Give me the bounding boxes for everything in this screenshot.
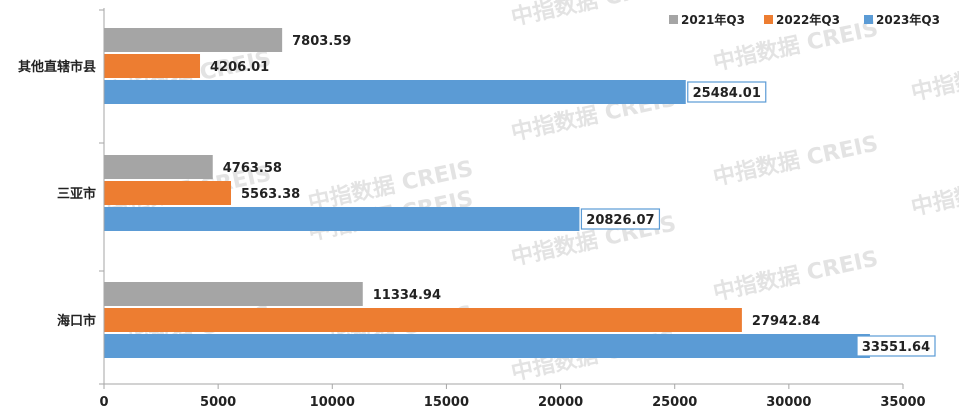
category-label: 海口市 — [57, 313, 96, 329]
data-label-box — [687, 81, 767, 103]
bars — [104, 28, 870, 358]
x-tick-label: 10000 — [310, 395, 355, 410]
legend-swatch — [764, 15, 773, 24]
watermark-text: 中指数据 CREIS — [711, 246, 881, 306]
bar — [104, 54, 201, 78]
legend-label: 2021年Q3 — [681, 12, 745, 27]
data-labels: 7803.59 4206.01 25484.01 其他直辖市县 4763.58 5563.… — [18, 34, 936, 357]
data-label: 20826.07 — [586, 213, 654, 228]
legend-swatch — [669, 15, 678, 24]
data-label: 7803.59 — [292, 34, 351, 49]
data-label: 11334.94 — [373, 288, 441, 303]
axes: 0 5000 10000 15000 20000 25000 30000 35000 — [99, 8, 926, 410]
bar — [104, 181, 232, 205]
x-tick-label: 30000 — [766, 395, 811, 410]
x-tick-label: 25000 — [652, 395, 697, 410]
data-label: 33551.64 — [862, 340, 930, 355]
legend: 2021年Q3 2022年Q3 2023年Q3 — [669, 12, 940, 27]
bar — [104, 155, 213, 179]
data-label-box — [580, 208, 661, 230]
data-label: 27942.84 — [752, 314, 820, 329]
legend-swatch — [864, 15, 873, 24]
legend-label: 2022年Q3 — [776, 12, 840, 27]
x-tick-label: 20000 — [538, 395, 583, 410]
legend-label: 2023年Q3 — [876, 12, 940, 27]
bar — [104, 334, 870, 358]
watermark-text: 中指数据 CREIS — [509, 0, 679, 31]
watermark-text: 中指数据 CREIS — [909, 161, 959, 221]
bar — [104, 28, 283, 52]
x-tick-label: 5000 — [200, 395, 236, 410]
data-label: 25484.01 — [693, 86, 761, 101]
x-tick-label: 0 — [99, 395, 108, 410]
data-label: 4206.01 — [210, 60, 269, 75]
bar — [104, 207, 580, 231]
watermark-text: 中指数据 CREIS — [909, 46, 959, 106]
x-tick-label: 35000 — [880, 395, 925, 410]
bar — [104, 308, 742, 332]
category-label: 三亚市 — [57, 186, 96, 202]
data-label: 4763.58 — [223, 161, 282, 176]
watermark-text: 中指数据 CREIS — [711, 131, 881, 191]
bar — [104, 80, 686, 104]
x-tick-label: 15000 — [424, 395, 469, 410]
data-label: 5563.38 — [241, 187, 300, 202]
data-label-box — [856, 335, 936, 357]
bar — [104, 282, 363, 306]
category-label: 其他直辖市县 — [18, 59, 96, 75]
